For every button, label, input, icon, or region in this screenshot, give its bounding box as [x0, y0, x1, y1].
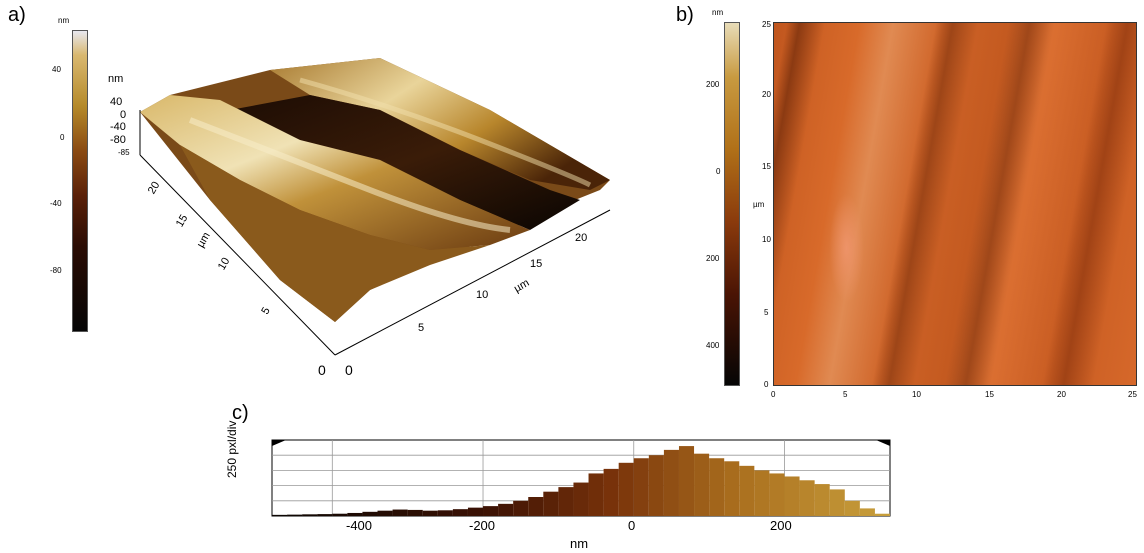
histogram-bar	[528, 497, 544, 516]
axis-right-tick: 20	[575, 232, 588, 244]
histogram-chart	[271, 439, 891, 517]
histogram-bar	[814, 484, 830, 516]
colorbar-b	[724, 22, 740, 386]
b-x-tick: 5	[843, 390, 848, 399]
b-y-tick: 10	[762, 235, 771, 244]
histogram-bar	[422, 510, 438, 516]
histogram-bar	[588, 473, 604, 516]
histogram-bar	[302, 514, 318, 516]
afm-3d-surface	[140, 58, 610, 322]
histogram-bar	[648, 455, 664, 516]
hist-xtick: -400	[346, 518, 373, 533]
b-y-tick: 0	[764, 380, 769, 389]
histogram-bar	[844, 500, 860, 516]
b-y-tick: 5	[764, 308, 769, 317]
histogram-bar	[558, 487, 574, 516]
histogram-bar	[678, 446, 695, 516]
colorbar-a-tick: -40	[50, 199, 62, 208]
hist-xtick: 200	[770, 518, 792, 533]
histogram-bar	[769, 473, 785, 516]
colorbar-b-tick: 400	[706, 341, 720, 350]
colorbar-a	[72, 30, 88, 332]
histogram-bar	[709, 458, 725, 516]
axis-z-tick: 0	[120, 109, 127, 121]
histogram-bar	[513, 500, 529, 516]
histogram-bar	[347, 512, 363, 516]
histogram-bar	[437, 510, 453, 516]
histogram-bar	[724, 461, 740, 516]
histogram-bar	[362, 511, 378, 516]
histogram-bar	[633, 458, 649, 516]
histogram-bar	[754, 470, 770, 516]
histogram-bar	[829, 489, 845, 516]
b-y-tick: 25	[762, 20, 771, 29]
colorbar-a-tick: -80	[50, 266, 62, 275]
afm-topography-image	[773, 22, 1137, 386]
histogram-bar	[287, 514, 303, 516]
histogram-bar	[452, 509, 468, 516]
histogram-xlabel: nm	[570, 536, 589, 551]
histogram-bar	[603, 468, 619, 516]
histogram-bar	[799, 480, 815, 516]
axis-z-tick: -40	[110, 121, 126, 133]
b-y-tick: 15	[762, 162, 771, 171]
histogram-bar	[784, 476, 800, 516]
hist-xtick: -200	[469, 518, 496, 533]
colorbar-a-tick: 0	[60, 133, 65, 142]
b-x-tick: 0	[771, 390, 776, 399]
histogram-bar	[543, 491, 559, 516]
axis-z-tick: -85	[118, 148, 130, 157]
panel-a-label: a)	[8, 4, 26, 26]
axis-z-tick: -80	[110, 134, 126, 146]
colorbar-b-tick: 200	[706, 80, 720, 89]
hist-xtick: 0	[628, 518, 636, 533]
panel-c-label: c)	[232, 402, 249, 424]
range-marker-left	[272, 440, 286, 446]
histogram-bar	[618, 462, 634, 516]
axis-right-tick: 10	[476, 289, 489, 301]
histogram-ylabel: 250 pxl/div	[225, 420, 239, 478]
histogram-bar	[272, 514, 288, 516]
histogram-bar	[317, 514, 333, 516]
b-x-tick: 15	[985, 390, 994, 399]
axis-right-tick: 5	[418, 322, 425, 334]
axis-z-tick: 40	[110, 96, 123, 108]
axis-right-zero: 0	[345, 362, 353, 378]
colorbar-b-tick: 200	[706, 254, 720, 263]
histogram-bar	[874, 513, 890, 516]
histogram-bar	[483, 506, 499, 516]
afm-3d-axes	[139, 110, 611, 356]
axis-left-zero: 0	[318, 362, 326, 378]
axis-right-tick: 15	[530, 258, 543, 270]
histogram-bar	[392, 509, 408, 516]
panel-b-label: b)	[676, 4, 694, 26]
histogram-bar	[694, 453, 710, 516]
colorbar-a-unit: nm	[58, 16, 70, 25]
b-x-tick: 20	[1057, 390, 1066, 399]
histogram-bar	[573, 482, 589, 516]
b-x-tick: 25	[1128, 390, 1137, 399]
histogram-bar	[407, 509, 423, 516]
histogram-bar	[498, 503, 514, 516]
colorbar-b-tick: 0	[716, 167, 721, 176]
colorbar-b-unit: nm	[712, 8, 724, 17]
histogram-bar	[377, 510, 393, 516]
colorbar-a-tick: 40	[52, 65, 61, 74]
b-y-tick: 20	[762, 90, 771, 99]
range-marker-right	[876, 440, 890, 446]
axis-z-unit: nm	[108, 73, 124, 85]
histogram-bar	[467, 507, 484, 516]
histogram-bar	[739, 465, 755, 516]
histogram-bar	[332, 513, 348, 516]
b-x-tick: 10	[912, 390, 921, 399]
histogram-bar	[663, 449, 679, 516]
histogram-bar	[859, 508, 875, 516]
b-y-unit: µm	[753, 200, 765, 209]
